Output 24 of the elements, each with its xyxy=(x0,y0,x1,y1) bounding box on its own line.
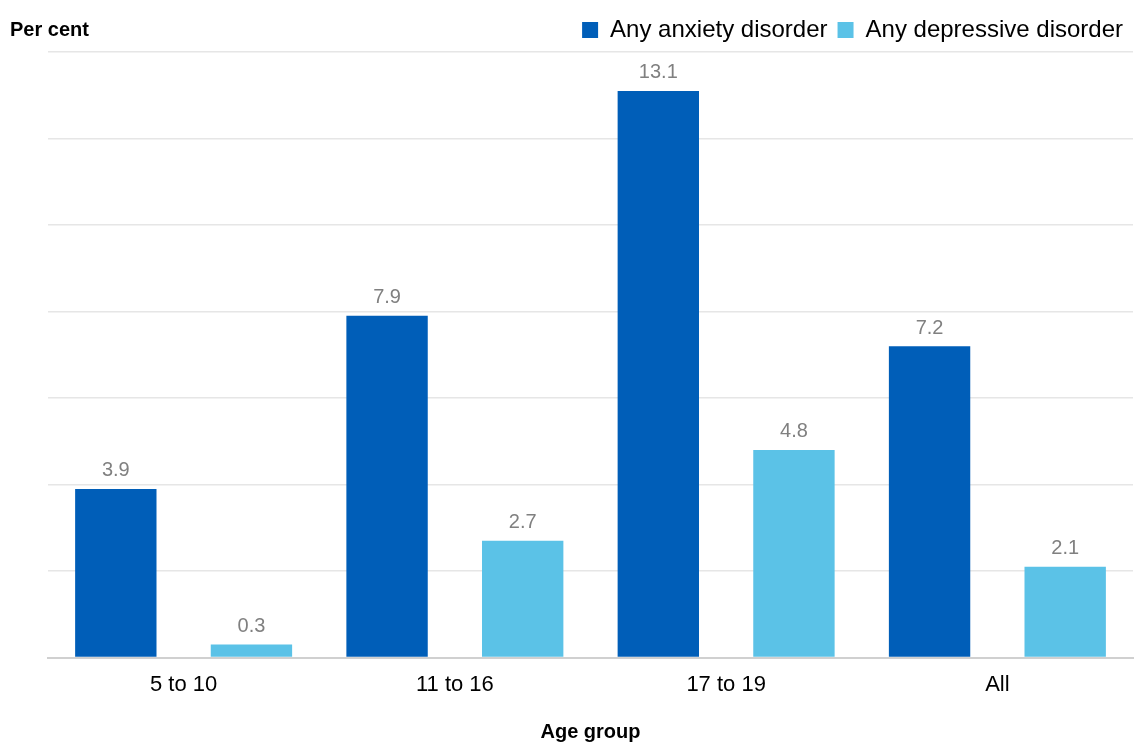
data-label: 3.9 xyxy=(101,458,130,481)
x-axis-title: Age group xyxy=(540,719,641,742)
y-axis-title: Per cent xyxy=(10,17,90,40)
bar xyxy=(888,346,971,657)
x-tick-label: All xyxy=(985,670,1010,696)
bar xyxy=(1024,566,1106,657)
bar xyxy=(753,449,835,657)
bar xyxy=(482,540,564,657)
legend-label: Any anxiety disorder xyxy=(610,14,828,42)
data-label: 2.7 xyxy=(508,510,537,533)
bar xyxy=(75,488,157,657)
data-label: 0.3 xyxy=(237,614,266,637)
data-label: 13.1 xyxy=(638,60,678,83)
x-tick-label: 11 to 16 xyxy=(415,670,494,696)
bar xyxy=(210,644,293,657)
x-tick-label: 5 to 10 xyxy=(149,670,218,696)
data-label: 2.1 xyxy=(1051,536,1080,559)
data-label: 4.8 xyxy=(780,419,808,442)
bar xyxy=(617,90,699,657)
legend-label: Any depressive disorder xyxy=(865,14,1124,42)
data-label: 7.2 xyxy=(915,315,944,338)
bar xyxy=(346,315,428,657)
data-label: 7.9 xyxy=(373,285,401,308)
x-tick-label: 17 to 19 xyxy=(686,670,766,696)
